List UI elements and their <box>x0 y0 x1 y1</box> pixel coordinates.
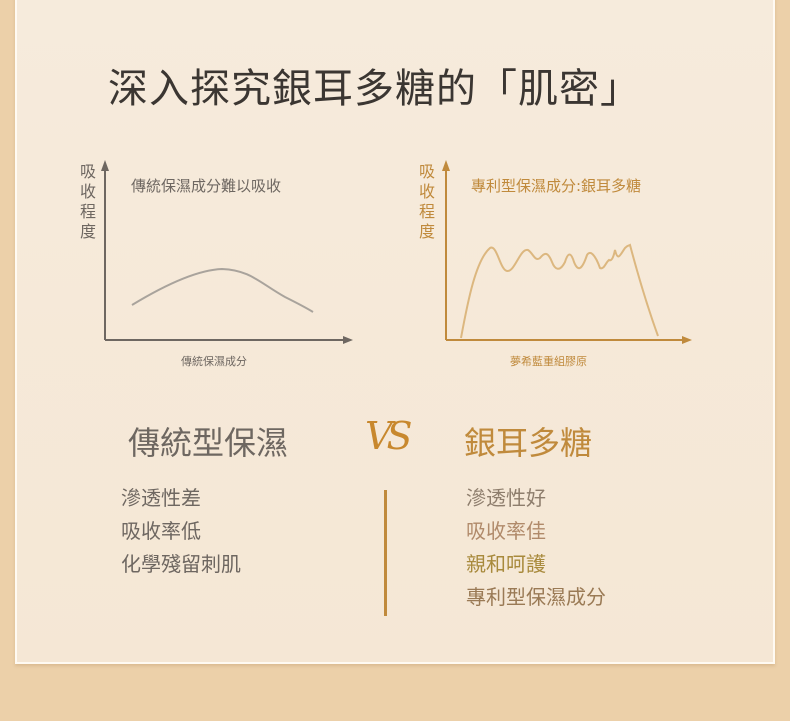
left-chart-ylabel: 吸收程度 <box>79 162 96 241</box>
right-heading: 銀耳多糖 <box>464 424 593 462</box>
list-item: 吸收率低 <box>121 519 201 543</box>
list-item: 親和呵護 <box>466 552 546 576</box>
left-items-list: 滲透性差 吸收率低 化學殘留刺肌 <box>121 482 241 581</box>
right-x-arrow <box>682 336 692 344</box>
list-item: 滲透性差 <box>121 486 201 510</box>
left-heading: 傳統型保濕 <box>128 424 289 462</box>
list-item: 專利型保濕成分 <box>466 585 606 609</box>
right-items-list: 滲透性好 吸收率佳 親和呵護 專利型保濕成分 <box>466 482 606 614</box>
right-y-arrow <box>442 160 450 171</box>
right-curve <box>460 243 659 339</box>
right-chart-ylabel: 吸收程度 <box>418 162 435 241</box>
right-chart-title: 專利型保濕成分:銀耳多糖 <box>471 177 642 195</box>
left-chart <box>101 160 353 344</box>
page-title: 深入探究銀耳多糖的「肌密」 <box>108 66 641 112</box>
right-chart-xlabel: 夢希藍重組膠原 <box>510 355 587 368</box>
divider <box>384 490 387 616</box>
vs-label: VS <box>365 414 413 458</box>
left-y-arrow <box>101 160 109 171</box>
list-item: 滲透性好 <box>466 486 546 510</box>
left-chart-title: 傳統保濕成分難以吸收 <box>131 177 282 195</box>
list-item: 化學殘留刺肌 <box>121 552 241 576</box>
content-card <box>15 0 775 664</box>
left-chart-xlabel: 傳統保濕成分 <box>181 355 247 368</box>
list-item: 吸收率佳 <box>466 519 546 543</box>
left-curve <box>131 267 314 313</box>
right-chart <box>442 160 692 344</box>
left-x-arrow <box>343 336 353 344</box>
